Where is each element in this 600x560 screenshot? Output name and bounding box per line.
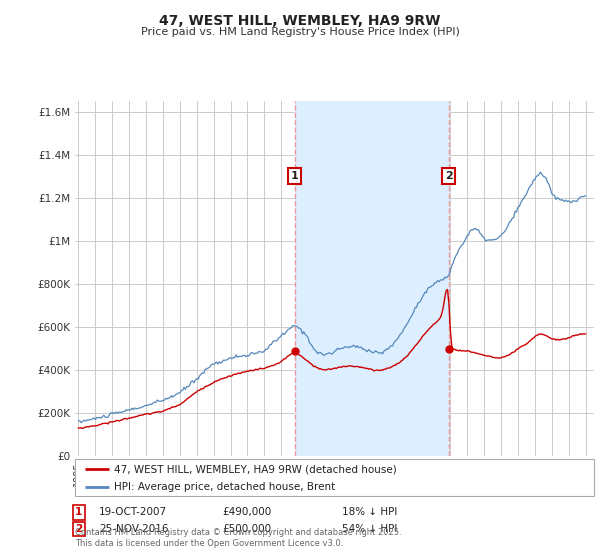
Text: 2: 2 [445,171,452,181]
Text: Contains HM Land Registry data © Crown copyright and database right 2025.
This d: Contains HM Land Registry data © Crown c… [75,528,401,548]
Text: 18% ↓ HPI: 18% ↓ HPI [342,507,397,517]
Text: £500,000: £500,000 [222,524,271,534]
Text: 47, WEST HILL, WEMBLEY, HA9 9RW: 47, WEST HILL, WEMBLEY, HA9 9RW [160,14,440,28]
Text: 2: 2 [75,524,82,534]
Text: £490,000: £490,000 [222,507,271,517]
Text: 1: 1 [75,507,82,517]
Text: 1: 1 [291,171,299,181]
Text: 19-OCT-2007: 19-OCT-2007 [99,507,167,517]
Text: 25-NOV-2016: 25-NOV-2016 [99,524,169,534]
Text: Price paid vs. HM Land Registry's House Price Index (HPI): Price paid vs. HM Land Registry's House … [140,27,460,37]
Text: HPI: Average price, detached house, Brent: HPI: Average price, detached house, Bren… [114,482,335,492]
Text: 54% ↓ HPI: 54% ↓ HPI [342,524,397,534]
Bar [295,101,449,456]
Text: 47, WEST HILL, WEMBLEY, HA9 9RW (detached house): 47, WEST HILL, WEMBLEY, HA9 9RW (detache… [114,464,397,474]
